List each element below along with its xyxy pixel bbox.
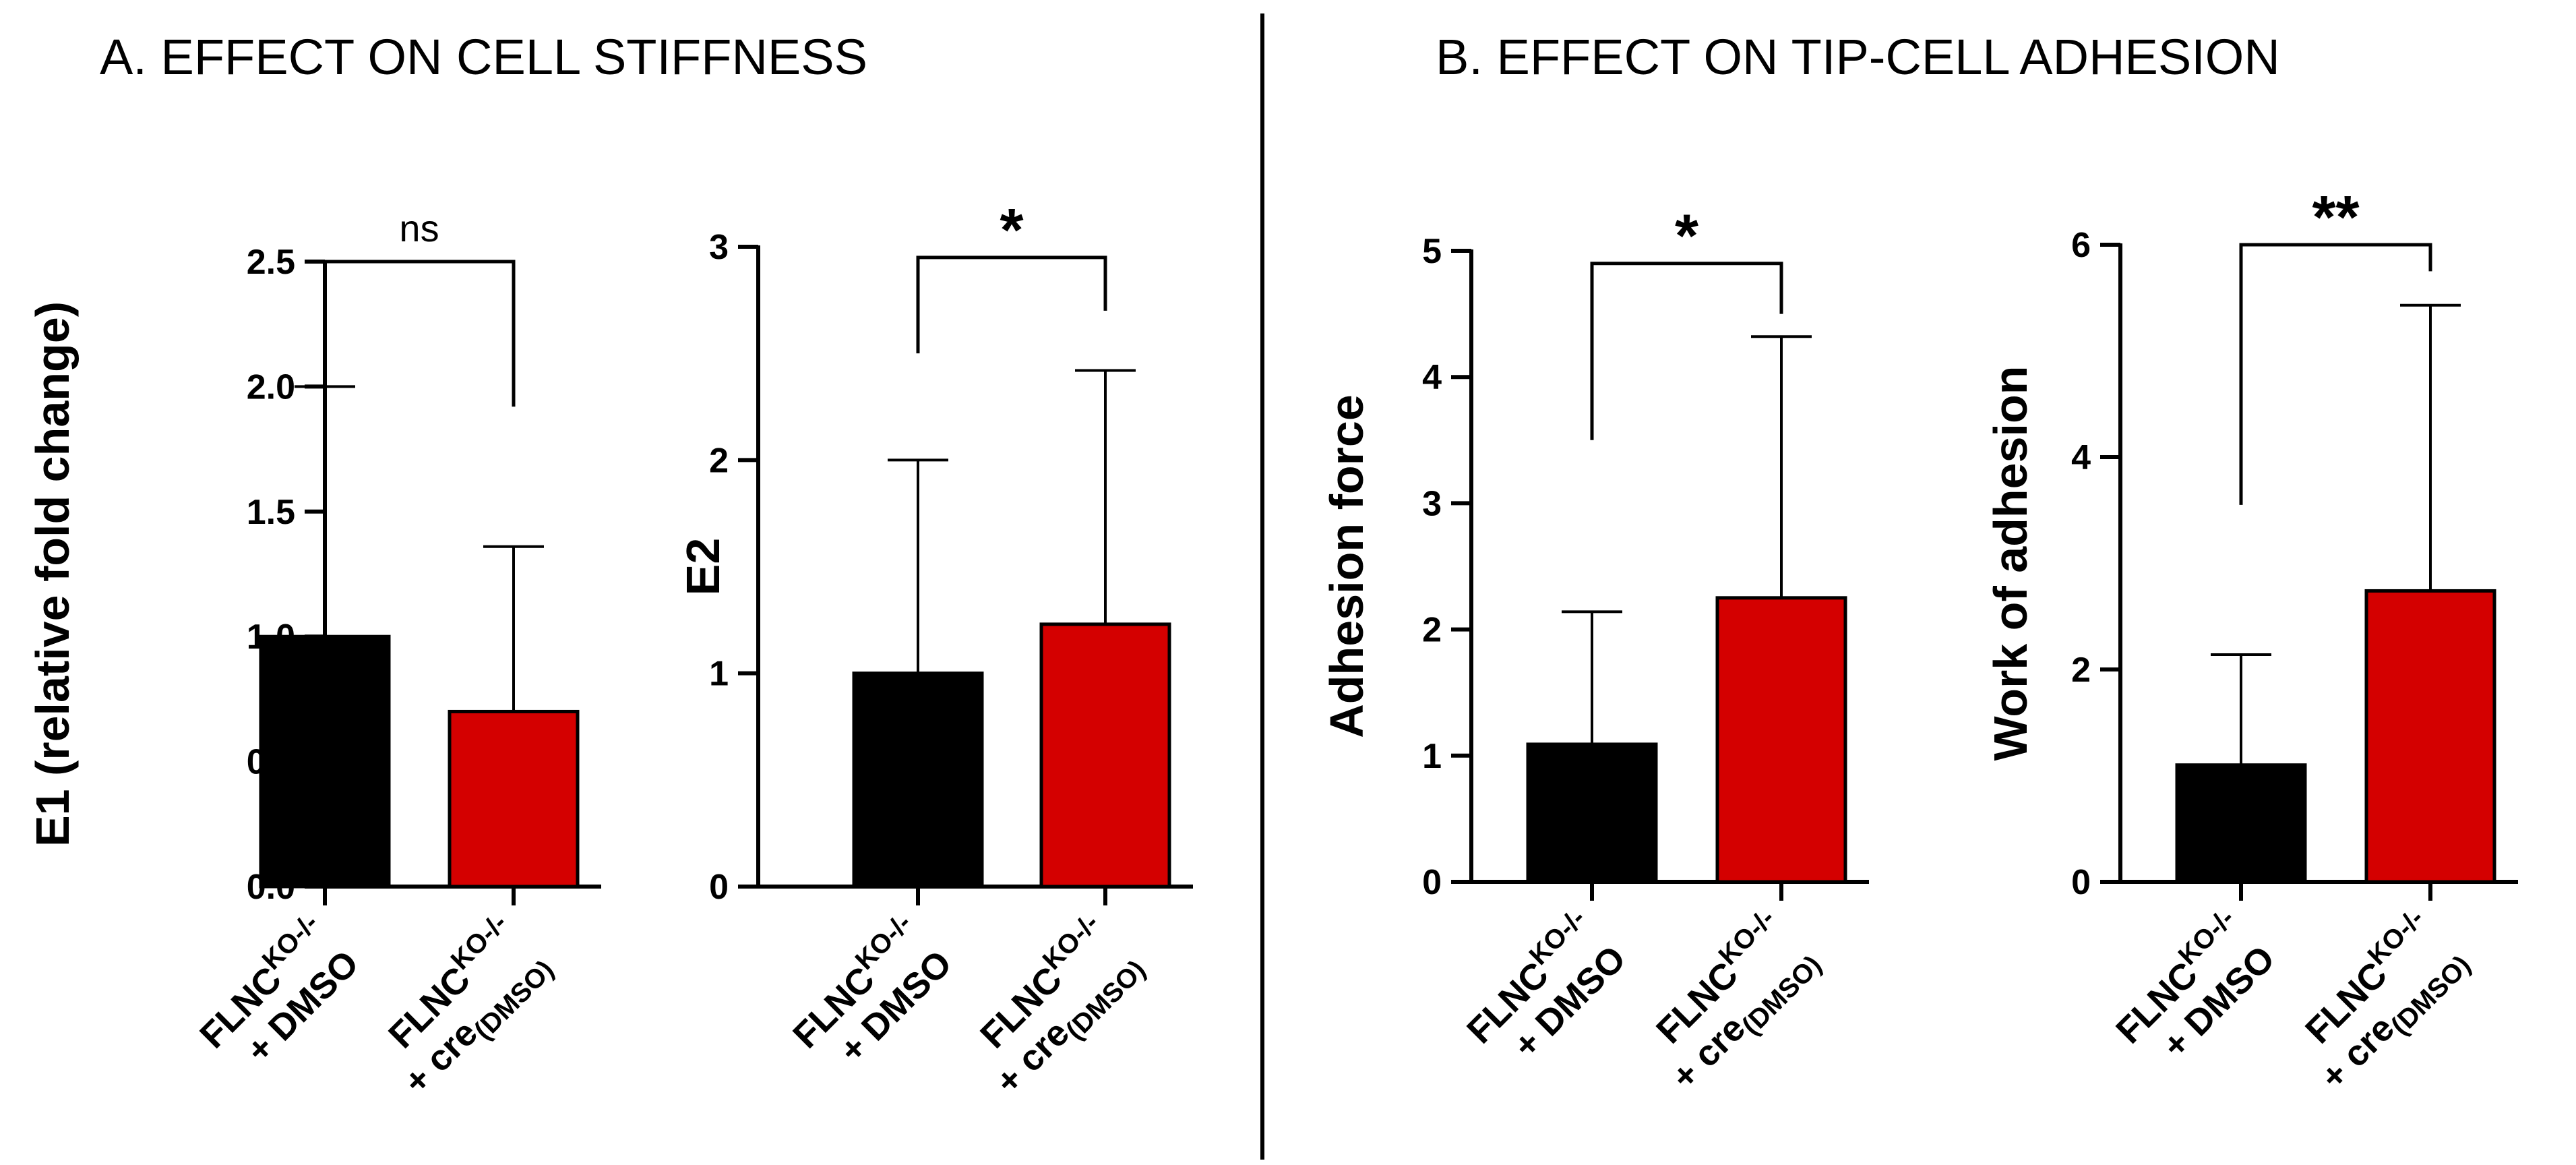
x-tick-label: FLNCKO-/-+ cre(DMSO) [2298, 903, 2476, 1098]
y-tick-label: 6 [2071, 226, 2091, 265]
y-tick-label: 1 [709, 655, 729, 694]
x-tick-label: FLNCKO-/-+ cre(DMSO) [381, 908, 559, 1102]
y-axis-title: Adhesion force [1320, 394, 1373, 738]
bar [2175, 763, 2307, 884]
significance-bracket [2239, 243, 2432, 505]
y-tick-label: 1 [1422, 737, 1442, 776]
significance-label: * [1675, 203, 1698, 270]
y-tick-label: 2 [1422, 611, 1442, 650]
y-tick-label: 4 [1422, 358, 1442, 397]
significance-label: ns [399, 207, 439, 249]
y-axis-title: Work of adhesion [1984, 366, 2037, 761]
bar [1715, 596, 1847, 884]
x-tick-label: FLNCKO-/-+ DMSO [1459, 903, 1634, 1067]
significance-bracket [323, 260, 516, 407]
y-tick-label: 2 [709, 441, 729, 480]
x-tick-label: FLNCKO-/-+ cre(DMSO) [973, 908, 1151, 1102]
chart-panel-1: 0.00.51.01.52.02.5E1 (relative fold chan… [26, 207, 601, 1102]
bar [1526, 742, 1658, 884]
y-tick-label: 2.5 [247, 243, 295, 282]
y-tick-label: 2 [2071, 651, 2091, 690]
x-tick-label: FLNCKO-/-+ DMSO [785, 908, 960, 1071]
y-tick-label: 0 [1422, 863, 1442, 902]
chart-panel-2: 0 1 2 3 E2 FLNCKO-/-+ DMSO FLNCKO-/-+ cre(DMSO… [677, 197, 1193, 1102]
x-tick-label: FLNCKO-/-+ DMSO [2108, 903, 2283, 1067]
y-axis-title: E1 (relative fold change) [26, 301, 79, 847]
significance-bracket [916, 256, 1107, 354]
chart-panel-3: 0 1 2 3 4 5 Adhesion force FLNCKO-/-+ DMSO FLNCK… [1320, 203, 1869, 1098]
section-title-a: A. EFFECT ON CELL STIFFNESS [100, 29, 867, 85]
chart-panel-4: 0 2 4 6 Work of adhesion FLNCKO-/-+ DMSO FLNCK… [1984, 184, 2518, 1098]
bar [2364, 589, 2496, 884]
x-tick-label: FLNCKO-/-+ cre(DMSO) [1649, 903, 1827, 1098]
bar [448, 709, 580, 889]
y-tick-label: 4 [2071, 438, 2091, 477]
x-tick-label: FLNCKO-/-+ DMSO [192, 908, 367, 1071]
y-tick-label: 3 [1422, 484, 1442, 523]
y-tick-label: 3 [709, 228, 729, 267]
significance-bracket [1590, 262, 1783, 440]
y-axis-title: E2 [677, 538, 729, 596]
y-tick-label: 0 [2071, 863, 2091, 902]
y-tick-label: 2.0 [247, 367, 295, 407]
y-tick-label: 0 [709, 868, 729, 907]
section-divider [1260, 13, 1264, 1160]
significance-label: * [1000, 197, 1023, 264]
significance-label: ** [2312, 184, 2359, 251]
y-tick-label: 5 [1422, 232, 1442, 271]
bar [1039, 622, 1171, 889]
section-title-b: B. EFFECT ON TIP-CELL ADHESION [1436, 29, 2280, 85]
bar [852, 671, 984, 889]
bar [259, 634, 391, 889]
y-tick-label: 1.5 [247, 493, 295, 532]
